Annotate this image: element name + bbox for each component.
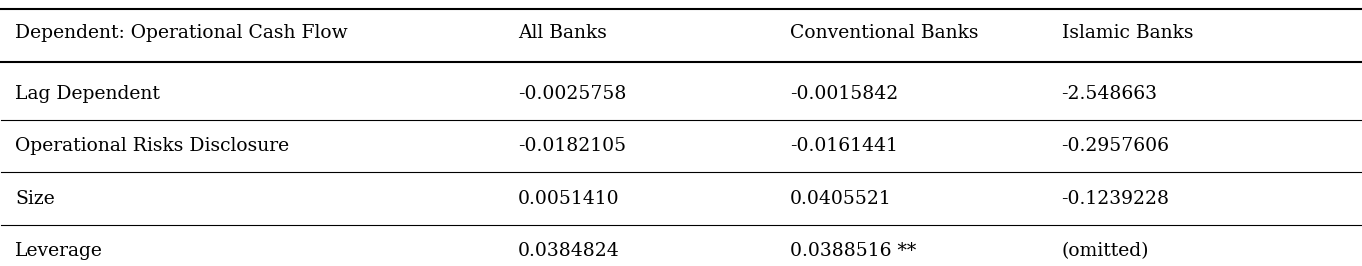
Text: 0.0388516 **: 0.0388516 **: [790, 242, 917, 260]
Text: -0.0015842: -0.0015842: [790, 85, 898, 102]
Text: (omitted): (omitted): [1061, 242, 1150, 260]
Text: Leverage: Leverage: [15, 242, 104, 260]
Text: Operational Risks Disclosure: Operational Risks Disclosure: [15, 137, 289, 155]
Text: -2.548663: -2.548663: [1061, 85, 1158, 102]
Text: 0.0405521: 0.0405521: [790, 190, 892, 208]
Text: -0.1239228: -0.1239228: [1061, 190, 1170, 208]
Text: 0.0384824: 0.0384824: [518, 242, 620, 260]
Text: -0.0182105: -0.0182105: [518, 137, 627, 155]
Text: All Banks: All Banks: [518, 24, 606, 42]
Text: 0.0051410: 0.0051410: [518, 190, 620, 208]
Text: -0.2957606: -0.2957606: [1061, 137, 1170, 155]
Text: Size: Size: [15, 190, 54, 208]
Text: Conventional Banks: Conventional Banks: [790, 24, 978, 42]
Text: Dependent: Operational Cash Flow: Dependent: Operational Cash Flow: [15, 24, 347, 42]
Text: Lag Dependent: Lag Dependent: [15, 85, 159, 102]
Text: Islamic Banks: Islamic Banks: [1061, 24, 1193, 42]
Text: -0.0025758: -0.0025758: [518, 85, 627, 102]
Text: -0.0161441: -0.0161441: [790, 137, 898, 155]
